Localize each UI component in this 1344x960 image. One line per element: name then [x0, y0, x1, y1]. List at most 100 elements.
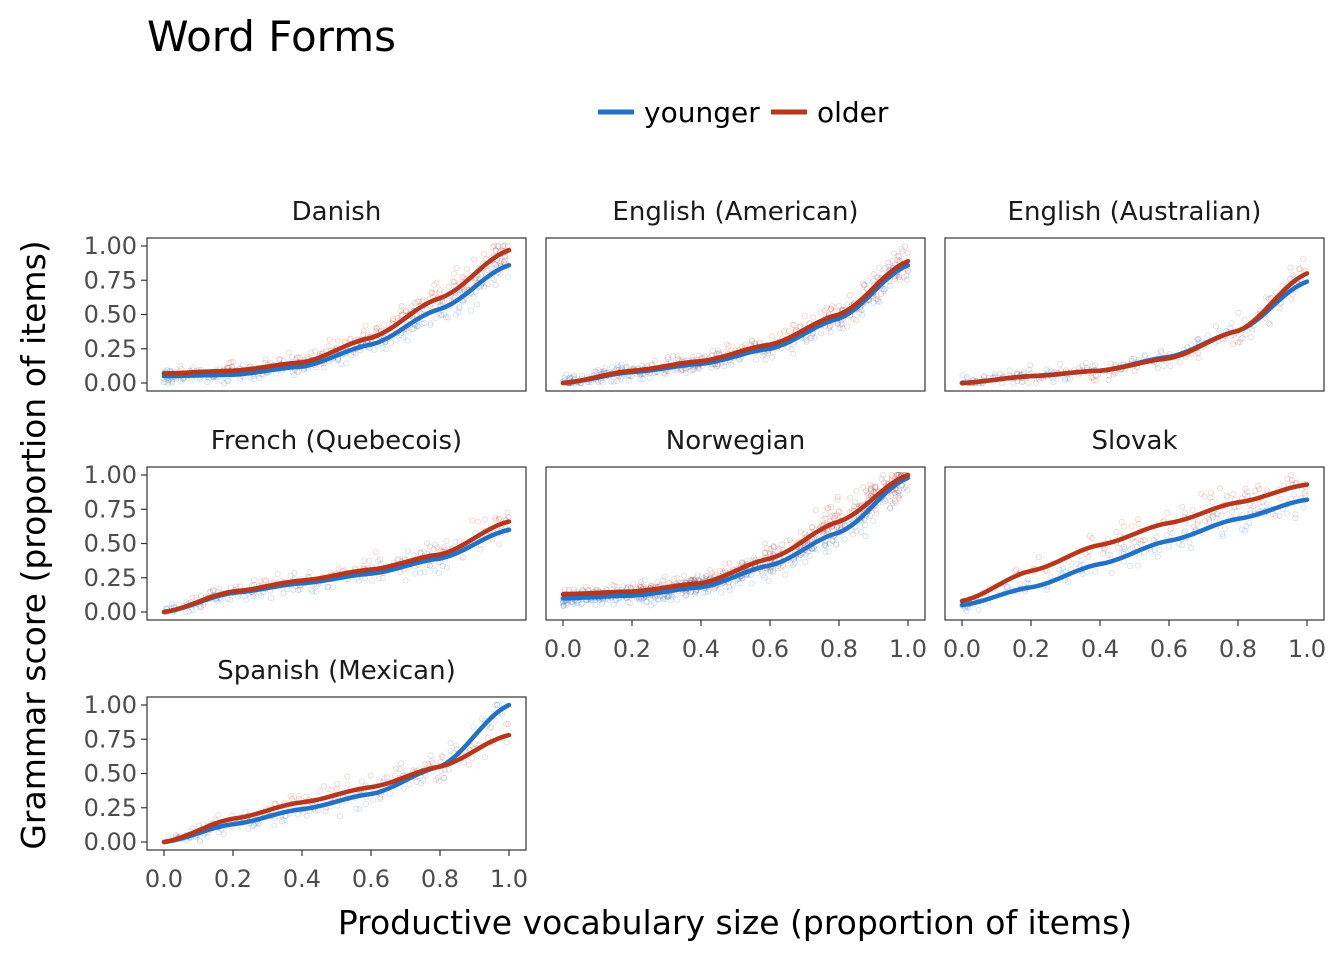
data-point-older [1221, 507, 1228, 514]
data-point-younger [432, 315, 439, 322]
y-axis-title: Grammar score (proportion of items) [14, 240, 53, 849]
data-point-younger [593, 368, 600, 375]
data-point-younger [478, 715, 485, 722]
data-point-younger [481, 283, 488, 290]
data-point-older [1139, 537, 1147, 544]
legend-label-older: older [817, 96, 889, 129]
data-point-older [386, 790, 393, 798]
data-point-older [439, 753, 446, 761]
data-point-younger [494, 701, 501, 709]
data-point-older [637, 578, 645, 586]
data-point-younger [404, 337, 411, 344]
data-point-older [295, 587, 302, 594]
data-point-older [1113, 528, 1120, 535]
data-point-older [450, 270, 458, 277]
data-point-older [307, 349, 315, 356]
data-point-older [1120, 543, 1128, 550]
data-point-younger [766, 567, 774, 574]
data-point-younger [1010, 379, 1017, 387]
data-point-younger [1204, 332, 1211, 339]
data-point-older [502, 257, 509, 264]
panel-french-quebecois: French (Quebecois) 0.00 0.25 0.50 0.75 1.00 [84, 426, 527, 626]
data-point-younger [376, 575, 383, 582]
data-point-older [250, 577, 257, 584]
data-point-older [1288, 296, 1295, 303]
data-point-younger [1179, 542, 1186, 549]
data-point-younger [426, 562, 434, 569]
data-point-younger [289, 369, 296, 376]
data-point-younger [898, 245, 905, 252]
data-point-older [293, 354, 301, 361]
data-point-older [481, 516, 488, 523]
panel-frame [545, 237, 926, 392]
data-point-older [228, 359, 235, 366]
data-point-older [1209, 498, 1216, 505]
y-tick-label: 0.75 [84, 495, 137, 523]
fit-line-older [161, 247, 512, 376]
data-point-younger [1194, 336, 1202, 343]
data-point-older [436, 287, 443, 294]
data-point-younger [870, 517, 877, 525]
data-point-younger [599, 598, 606, 605]
data-point-older [267, 595, 275, 602]
data-point-younger [802, 551, 810, 558]
data-point-older [402, 308, 410, 315]
data-point-younger [1264, 500, 1271, 507]
data-point-older [1216, 485, 1224, 492]
data-point-younger [1108, 569, 1115, 577]
data-point-older [468, 755, 475, 762]
chart-title: Word Forms [147, 12, 396, 61]
data-point-younger [420, 777, 427, 784]
data-point-younger [392, 336, 399, 344]
data-point-younger [429, 760, 436, 767]
data-point-older [706, 567, 714, 574]
data-point-younger [795, 555, 802, 562]
data-point-older [823, 304, 830, 311]
data-point-older [776, 330, 784, 337]
data-point-younger [1004, 583, 1011, 590]
data-point-younger [383, 346, 390, 353]
data-point-older [1296, 265, 1303, 272]
data-point-younger [379, 344, 386, 352]
data-point-older [889, 473, 896, 480]
data-point-younger [802, 335, 809, 342]
facet-label: Spanish (Mexican) [217, 656, 456, 686]
data-point-older [788, 539, 795, 547]
data-point-older [874, 274, 881, 281]
data-point-older [484, 281, 491, 288]
data-point-older [496, 259, 503, 267]
data-point-older [1248, 326, 1256, 333]
data-point-younger [1176, 359, 1183, 366]
data-point-older [1284, 475, 1291, 482]
data-point-younger [695, 353, 703, 360]
data-point-older [894, 252, 902, 260]
data-point-younger [660, 595, 667, 602]
data-point-younger [477, 546, 484, 553]
data-point-older [1218, 512, 1225, 519]
data-point-younger [1107, 551, 1114, 558]
data-point-older [694, 572, 701, 579]
x-tick-label: 0.0 [544, 635, 582, 663]
data-point-younger [196, 838, 204, 845]
data-point-older [896, 253, 903, 260]
data-point-younger [324, 583, 331, 590]
data-point-older [723, 341, 730, 348]
data-point-younger [470, 293, 477, 300]
data-point-older [492, 516, 499, 524]
data-point-older [1157, 347, 1165, 354]
data-point-younger [1056, 566, 1063, 573]
data-point-younger [1186, 539, 1193, 546]
data-point-older [1195, 354, 1202, 361]
data-point-older [1142, 537, 1149, 544]
data-point-older [897, 276, 904, 284]
data-point-younger [833, 540, 840, 547]
fit-line-younger [560, 475, 911, 601]
data-point-older [484, 267, 491, 274]
data-point-younger [1238, 526, 1246, 533]
data-point-older [801, 312, 808, 319]
data-point-younger [1023, 579, 1030, 587]
data-point-younger [698, 573, 706, 580]
data-point-older [812, 507, 819, 514]
y-tick-label: 0.50 [84, 760, 137, 788]
